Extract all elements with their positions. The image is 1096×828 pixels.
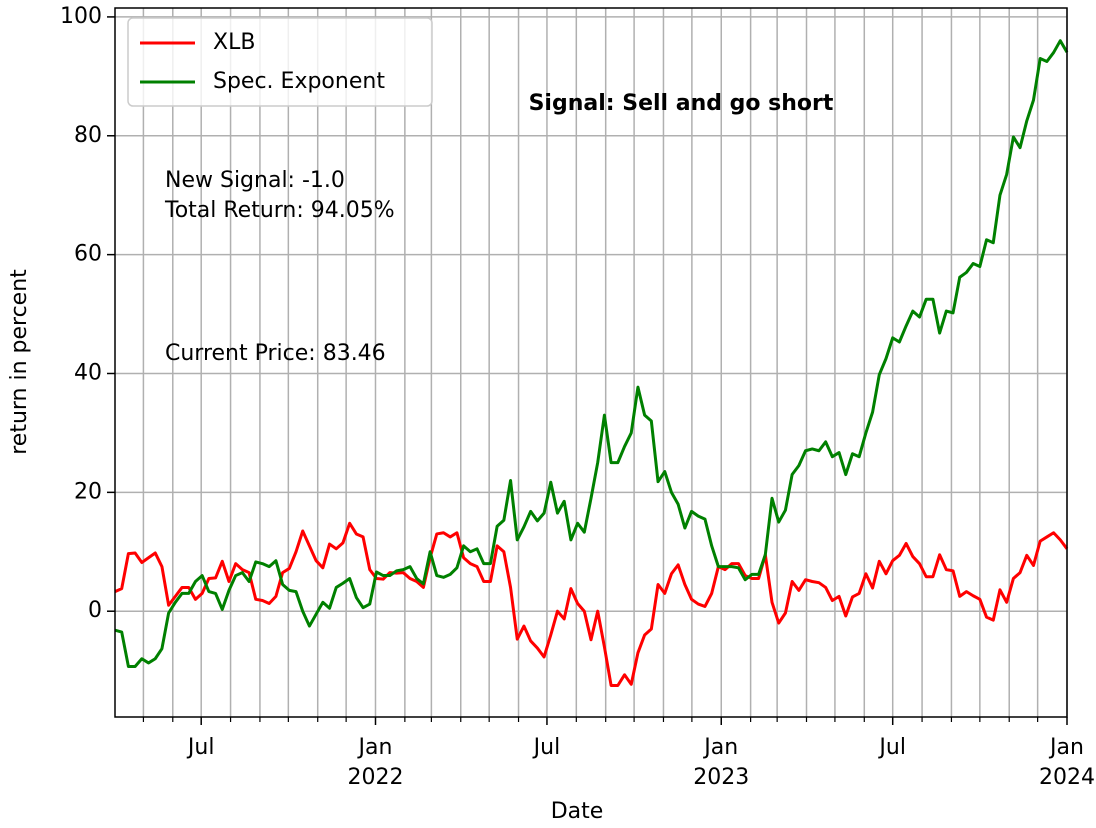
x-tick-label-line: Jul: [532, 735, 561, 760]
x-tick-label: Jan 2024: [1039, 735, 1095, 790]
x-tick-label-line: Jan: [702, 735, 738, 760]
legend-label: XLB: [213, 30, 255, 55]
x-tick-label-line: Jul: [877, 735, 906, 760]
x-tick-label: Jul: [186, 735, 215, 760]
series-line: [114, 521, 1069, 687]
x-tick-label-line: 2022: [347, 765, 403, 790]
x-tick-label: Jul: [877, 735, 906, 760]
annotation: Total Return: 94.05%: [164, 198, 395, 223]
x-tick-label-line: Jan: [357, 735, 393, 760]
series-line: [114, 39, 1069, 668]
annotation: Current Price: 83.46: [165, 341, 386, 366]
grid: [115, 8, 1068, 717]
x-tick-label-line: 2024: [1039, 765, 1095, 790]
y-tick-label: 100: [60, 4, 102, 29]
x-tick-label-line: 2023: [693, 765, 749, 790]
y-tick-label: 80: [74, 123, 102, 148]
y-axis-label: return in percent: [7, 269, 32, 455]
annotation: Signal: Sell and go short: [529, 91, 834, 116]
y-tick-label: 40: [74, 360, 102, 385]
x-tick-label: Jan 2023: [693, 735, 749, 790]
x-tick-label: Jan 2022: [347, 735, 403, 790]
plot-frame: [114, 7, 1068, 718]
legend-box: [127, 17, 433, 107]
y-tick-label: 60: [74, 242, 102, 267]
y-tick-label: 0: [88, 598, 102, 623]
y-tick-label: 20: [74, 479, 102, 504]
x-tick-label-line: Jul: [186, 735, 215, 760]
x-axis-label: Date: [551, 799, 604, 824]
x-tick-label-line: Jan: [1048, 735, 1084, 760]
legend-label: Spec. Exponent: [213, 69, 385, 94]
annotation: New Signal: -1.0: [165, 168, 345, 193]
x-tick-label: Jul: [532, 735, 561, 760]
